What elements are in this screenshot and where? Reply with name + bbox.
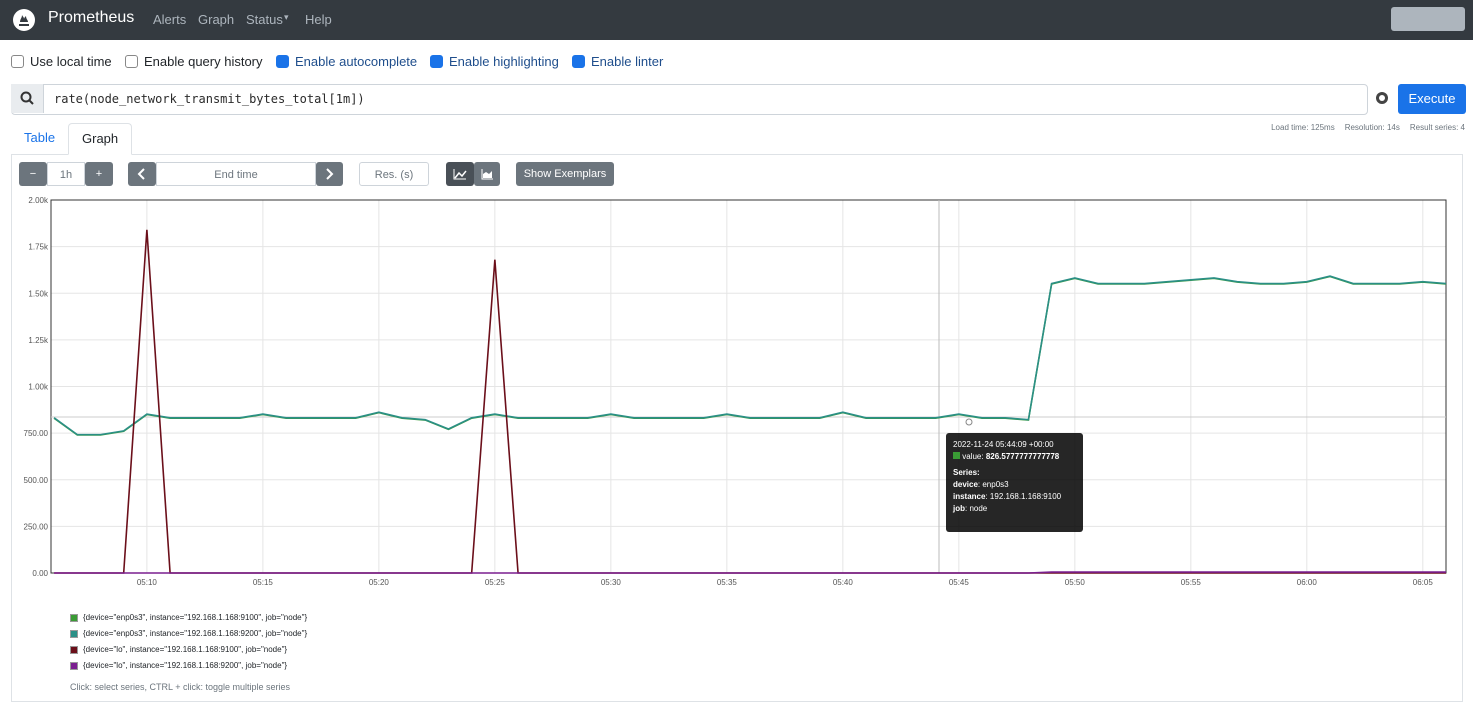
option[interactable]: Use local time: [11, 54, 112, 69]
label-key: job: [953, 504, 965, 513]
x-tick-label: 05:15: [253, 578, 274, 587]
search-icon: [11, 84, 44, 113]
tooltip-series-title: Series:: [953, 468, 980, 477]
series-line: [53, 275, 1447, 436]
dropdown-caret: ▾: [284, 12, 289, 22]
tooltip-label: instance: 192.168.1.168:9100: [953, 491, 1076, 503]
x-tick-label: 05:20: [369, 578, 390, 587]
option-label[interactable]: Use local time: [30, 54, 112, 69]
stat: Result series: 4: [1409, 123, 1465, 132]
legend-swatch[interactable]: [70, 629, 78, 638]
range-input[interactable]: 1h: [47, 162, 85, 186]
x-tick-label: 06:05: [1413, 578, 1434, 587]
checkbox[interactable]: [276, 55, 289, 68]
label-value: : enp0s3: [977, 480, 1009, 489]
label-value: : 192.168.1.168:9100: [985, 492, 1062, 501]
tooltip-label: job: node: [953, 503, 1076, 515]
option[interactable]: Enable linter: [572, 54, 663, 69]
legend-item[interactable]: {device="enp0s3", instance="192.168.1.16…: [70, 629, 307, 638]
legend-label[interactable]: {device="enp0s3", instance="192.168.1.16…: [83, 613, 308, 622]
execute-button[interactable]: Execute: [1398, 84, 1466, 114]
legend-swatch[interactable]: [70, 613, 78, 622]
x-tick-label: 05:35: [717, 578, 738, 587]
checkbox[interactable]: [430, 55, 443, 68]
x-tick-label: 05:45: [949, 578, 970, 587]
y-tick-label: 1.25k: [28, 336, 49, 345]
legend-hint: Click: select series, CTRL + click: togg…: [70, 682, 290, 692]
brand[interactable]: Prometheus: [48, 9, 135, 26]
y-tick-label: 500.00: [24, 476, 49, 485]
tooltip-time: 2022-11-24 05:44:09 +00:00: [953, 440, 1054, 449]
y-tick-label: 1.00k: [28, 383, 49, 392]
exemplars-button[interactable]: Show Exemplars: [516, 162, 614, 186]
end-time[interactable]: End time: [156, 162, 316, 186]
legend-item[interactable]: {device="lo", instance="192.168.1.168:92…: [70, 661, 287, 670]
legend-label[interactable]: {device="lo", instance="192.168.1.168:92…: [83, 661, 288, 670]
label-key: instance: [953, 492, 986, 501]
tooltip: 2022-11-24 05:44:09 +00:00 value: 826.57…: [946, 433, 1083, 532]
resolution-input[interactable]: Res. (s): [359, 162, 429, 186]
label-key: device: [953, 480, 978, 489]
query-text: rate(node_network_transmit_bytes_total[1…: [54, 92, 365, 106]
range-minus[interactable]: −: [19, 162, 47, 186]
x-tick-label: 05:10: [137, 578, 158, 587]
range-plus[interactable]: +: [85, 162, 113, 186]
y-tick-label: 2.00k: [28, 196, 49, 205]
y-tick-label: 0.00: [32, 569, 48, 578]
y-tick-label: 250.00: [24, 522, 49, 531]
series-line: [54, 571, 1446, 574]
checkbox[interactable]: [572, 55, 585, 68]
nav-link[interactable]: Graph: [198, 12, 235, 27]
stats: Load time: 125ms Resolution: 14s Result se…: [1271, 123, 1465, 132]
navbar: Prometheus Alerts Graph Status ▾ Help: [0, 0, 1473, 40]
stat: Resolution: 14s: [1344, 123, 1400, 132]
nav-link[interactable]: Status: [246, 12, 283, 27]
legend-swatch[interactable]: [70, 661, 78, 670]
option[interactable]: Enable highlighting: [430, 54, 559, 69]
query-input[interactable]: [11, 84, 1368, 115]
logo: [13, 9, 35, 31]
legend-item[interactable]: {device="lo", instance="192.168.1.168:91…: [70, 645, 287, 654]
x-tick-label: 05:55: [1181, 578, 1202, 587]
tab[interactable]: Graph: [68, 123, 133, 155]
option-label[interactable]: Enable query history: [144, 54, 263, 69]
tooltip-number: 826.5777777777778: [985, 452, 1060, 461]
line-mode[interactable]: [446, 162, 474, 186]
nav-link[interactable]: Help: [305, 12, 332, 27]
stat: Load time: 125ms: [1271, 123, 1335, 132]
tab[interactable]: Table: [24, 130, 56, 145]
legend-item[interactable]: {device="enp0s3", instance="192.168.1.16…: [70, 613, 307, 622]
hover-point: [965, 418, 973, 426]
next-button[interactable]: [316, 162, 343, 186]
legend-swatch[interactable]: [70, 645, 78, 654]
y-tick-label: 750.00: [24, 429, 49, 438]
tooltip-value: value: 826.5777777777778: [953, 451, 1076, 463]
nav-link[interactable]: Alerts: [153, 12, 187, 27]
metrics-explorer[interactable]: [1375, 91, 1389, 105]
x-tick-label: 05:30: [601, 578, 622, 587]
label-value: : node: [965, 504, 988, 513]
x-tick-label: 05:25: [485, 578, 506, 587]
option-label[interactable]: Enable autocomplete: [295, 54, 418, 69]
option[interactable]: Enable autocomplete: [276, 54, 417, 69]
x-tick-label: 05:40: [833, 578, 854, 587]
option-label[interactable]: Enable linter: [591, 54, 664, 69]
tooltip-key: value:: [962, 452, 984, 461]
legend-label[interactable]: {device="lo", instance="192.168.1.168:91…: [83, 645, 288, 654]
option[interactable]: Enable query history: [125, 54, 263, 69]
checkbox[interactable]: [11, 55, 24, 68]
x-tick-label: 05:50: [1065, 578, 1086, 587]
stacked-mode[interactable]: [474, 162, 500, 186]
checkbox[interactable]: [125, 55, 138, 68]
chart: 0.00 250.00 500.00 750.00 1.00k 1.25k 1.50k 1.7…: [24, 196, 1447, 587]
y-tick-label: 1.75k: [28, 243, 49, 252]
x-tick-label: 06:00: [1297, 578, 1318, 587]
y-tick-label: 1.50k: [28, 289, 49, 298]
legend-label[interactable]: {device="enp0s3", instance="192.168.1.16…: [83, 629, 308, 638]
option-label[interactable]: Enable highlighting: [449, 54, 559, 69]
prev-button[interactable]: [128, 162, 156, 186]
tooltip-label: device: enp0s3: [953, 479, 1076, 491]
theme-toggle[interactable]: [1391, 7, 1465, 31]
